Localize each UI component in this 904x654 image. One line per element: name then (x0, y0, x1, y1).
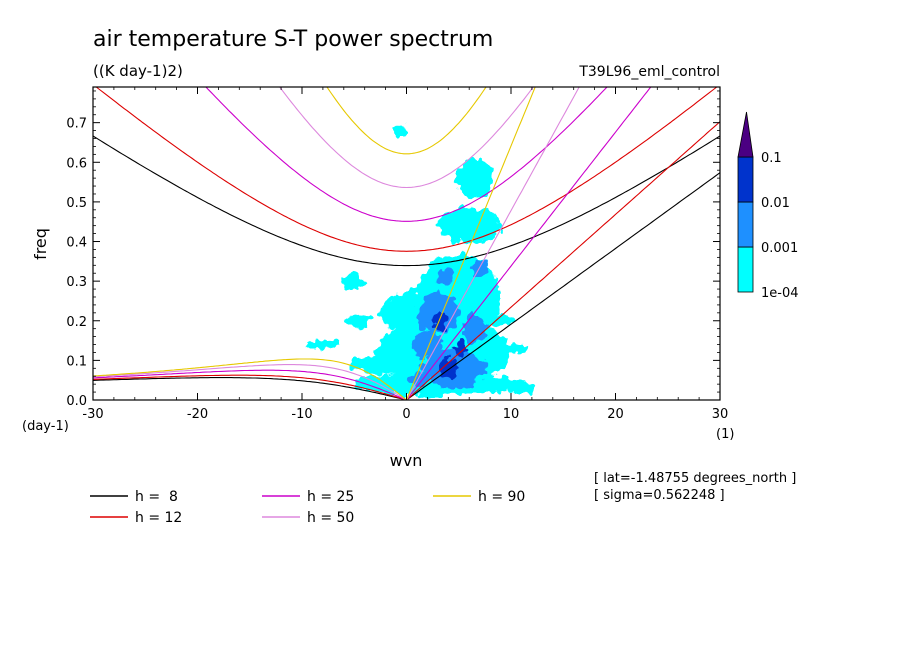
gravity-curve-h8 (93, 135, 720, 267)
y-tick-label: 0.5 (66, 196, 87, 211)
power-blob-17 (436, 269, 456, 286)
colorbar-arrow (737, 111, 754, 158)
power-blob-18 (462, 314, 486, 343)
y-axis-title: freq (31, 228, 50, 260)
y-unit-label: (day-1) (22, 419, 69, 434)
colorbar-label: 0.1 (761, 151, 782, 166)
x-tick-label: 0 (402, 407, 410, 422)
x-tick-label: 20 (607, 407, 624, 422)
kelvin-curve-h90 (405, 87, 536, 400)
power-blob-7 (341, 273, 368, 290)
colorbar-label: 0.001 (761, 241, 798, 256)
power-blob-12 (346, 314, 373, 327)
kelvin-curve-h12 (406, 121, 720, 400)
x-tick-label: -10 (291, 407, 312, 422)
legend-label-h12: h = 12 (135, 510, 182, 526)
rossby-curve-h25 (93, 369, 407, 400)
x-axis-title: wvn (390, 451, 423, 470)
rossby-curve-h8 (93, 377, 407, 400)
power-blob-4 (437, 207, 501, 244)
y-tick-label: 0.3 (66, 275, 87, 290)
power-blob-8 (307, 339, 339, 350)
gravity-curve-h12 (95, 87, 718, 252)
legend-label-h90: h = 90 (478, 489, 525, 505)
chart-subtitle: ((K day-1)2) (93, 62, 183, 80)
annotation-lat: [ lat=-1.48755 degrees_north ] (594, 471, 796, 486)
y-tick-label: 0.2 (66, 315, 87, 330)
colorbar-swatch-0 (737, 246, 754, 293)
rossby-curve-h90 (93, 358, 407, 400)
x-unit-label: (1) (716, 427, 734, 442)
power-blob-13 (505, 382, 538, 395)
rossby-curve-h12 (93, 374, 407, 400)
legend-label-h50: h = 50 (307, 510, 354, 526)
power-blob-10 (492, 343, 530, 354)
x-tick-label: 30 (712, 407, 729, 422)
power-blob-22 (432, 311, 448, 330)
power-blob-19 (471, 261, 489, 278)
y-tick-label: 0.1 (66, 354, 87, 369)
y-axis: 0.0 0.1 0.2 0.3 0.4 0.5 0.6 0.7 (66, 90, 720, 409)
power-blob-6 (349, 354, 423, 375)
legend-label-h8: h = 8 (135, 489, 178, 505)
kelvin-curve-h8 (406, 172, 720, 400)
colorbar-swatch-1 (737, 201, 754, 248)
power-blob-5 (456, 158, 493, 198)
kelvin-curve-h25 (406, 87, 652, 400)
gravity-curve-h25 (205, 87, 608, 222)
kelvin-curve-h50 (406, 87, 580, 400)
x-axis: -30 -20 -10 0 10 20 30 (82, 87, 728, 422)
power-blob-16 (411, 330, 444, 359)
y-tick-label: 0.4 (66, 236, 87, 251)
legend: h = 8 h = 12 h = 25 h = 50 h = 90 (90, 489, 525, 526)
x-tick-label: 10 (503, 407, 520, 422)
dispersion-curves (93, 87, 720, 400)
rossby-curve-h50 (93, 364, 407, 400)
colorbar: 1e-04 0.001 0.01 0.1 (737, 111, 799, 301)
power-blob-11 (489, 314, 513, 327)
spectral-power-field (307, 125, 538, 397)
run-label: T39L96_eml_control (578, 64, 720, 80)
colorbar-swatch-2 (737, 156, 754, 203)
chart-title: air temperature S-T power spectrum (93, 27, 493, 52)
annotation-sigma: [ sigma=0.562248 ] (594, 488, 725, 503)
gravity-curve-h90 (326, 87, 487, 155)
y-tick-label: 0.7 (66, 117, 87, 132)
colorbar-label: 1e-04 (761, 286, 799, 301)
y-tick-label: 0.0 (66, 394, 87, 409)
power-blob-23 (454, 341, 468, 356)
legend-label-h25: h = 25 (307, 489, 354, 505)
y-tick-label: 0.6 (66, 156, 87, 171)
colorbar-label: 0.01 (761, 196, 790, 211)
x-tick-label: -30 (82, 407, 103, 422)
power-blob-9 (392, 125, 410, 136)
gravity-curve-h50 (279, 87, 534, 189)
x-tick-label: -20 (187, 407, 208, 422)
